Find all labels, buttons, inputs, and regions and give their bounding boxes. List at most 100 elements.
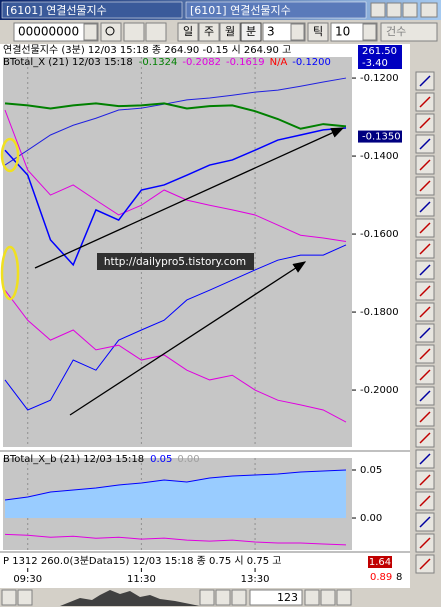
tool-icon xyxy=(419,411,431,423)
legend-value: 0.00 xyxy=(177,454,199,465)
tool-icon xyxy=(419,432,431,444)
tool-icon xyxy=(419,180,431,192)
tool-icon xyxy=(419,264,431,276)
tool-icon xyxy=(419,159,431,171)
series-line xyxy=(4,102,347,130)
tool-icon xyxy=(419,516,431,528)
y-tick-label: 0.05 xyxy=(360,465,382,476)
side-value: 8 xyxy=(396,572,402,583)
period-button-label: 월 xyxy=(225,25,235,38)
tool-icon xyxy=(419,390,431,402)
series-line xyxy=(4,127,347,267)
mode-value: 건수 xyxy=(386,25,406,38)
tool-icon xyxy=(419,138,431,150)
scroll-button[interactable] xyxy=(1,589,17,606)
y-tick-label: 0.00 xyxy=(360,513,382,524)
legend-value: 0.05 xyxy=(150,454,172,465)
zoom-button[interactable] xyxy=(336,589,352,606)
x-tick-label: 11:30 xyxy=(127,574,156,585)
volume-preview xyxy=(60,590,200,606)
zoom-button[interactable] xyxy=(320,589,336,606)
tab-label: [6101] 연결선물지수 xyxy=(6,4,107,17)
y-tick-label: -0.1800 xyxy=(360,307,399,318)
tool-icon xyxy=(419,285,431,297)
tool-icon xyxy=(419,117,431,129)
axis-marker-box xyxy=(358,130,402,143)
highlight-ellipse xyxy=(0,245,20,301)
tab[interactable] xyxy=(185,1,367,19)
legend-value: -0.2082 xyxy=(182,57,221,68)
scroll-button[interactable] xyxy=(17,589,33,606)
tick-button[interactable] xyxy=(307,22,329,42)
high-value: 1.64 xyxy=(369,557,391,568)
footer-info: P 1312 260.0(3분Data15) 12/03 15:18 종 0.7… xyxy=(3,555,281,567)
scroll-button[interactable] xyxy=(199,589,215,606)
period-button[interactable] xyxy=(219,22,241,42)
search-button[interactable] xyxy=(100,22,122,42)
x-tick-label: 13:30 xyxy=(241,574,270,585)
tool-icon xyxy=(419,201,431,213)
x-tick-label: 09:30 xyxy=(13,574,42,585)
axis-marker-label: 261.50 xyxy=(362,46,397,57)
indicator-title: BTotal_X (21) 12/03 15:18 xyxy=(3,57,133,68)
close-button[interactable] xyxy=(420,2,438,18)
tool-icon xyxy=(419,222,431,234)
period-button[interactable] xyxy=(240,22,262,42)
period-button-label: 일 xyxy=(183,24,193,38)
restore-button[interactable] xyxy=(386,2,402,18)
y-tick-label: -0.1600 xyxy=(360,229,399,240)
scroll-button[interactable] xyxy=(231,589,247,606)
period-button[interactable] xyxy=(177,22,199,42)
price-header: 연결선물지수 (3분) 12/03 15:18 종 264.90 -0.15 시… xyxy=(3,44,291,56)
mode-select[interactable] xyxy=(380,22,438,42)
tool-icon xyxy=(419,327,431,339)
nav-button[interactable] xyxy=(145,22,167,42)
axis-marker-label: -0.1350 xyxy=(362,132,401,143)
scroll-input[interactable] xyxy=(249,589,303,606)
series-line xyxy=(4,244,347,411)
nav-button[interactable] xyxy=(123,22,145,42)
period-button-label: 분 xyxy=(246,25,256,38)
area xyxy=(5,470,346,519)
legend-value: -0.1619 xyxy=(226,57,265,68)
annotations: http://dailypro5.tistory.com xyxy=(0,127,345,416)
period-button[interactable] xyxy=(198,22,220,42)
tool-icon xyxy=(419,306,431,318)
maximize-button[interactable] xyxy=(402,2,418,18)
y-tick-label: -0.1400 xyxy=(360,151,399,162)
axis-marker-box xyxy=(358,45,402,57)
search-icon xyxy=(105,26,115,36)
tick-button-label: 틱 xyxy=(313,25,323,38)
code-input[interactable] xyxy=(13,22,99,42)
count-value: 10 xyxy=(335,25,350,39)
tool-icon xyxy=(419,369,431,381)
tab[interactable] xyxy=(1,1,183,19)
indicator-title: BTotal_X_b (21) 12/03 15:18 xyxy=(3,454,144,465)
watermark: http://dailypro5.tistory.com xyxy=(104,256,246,268)
plots: BTotal_X (21) 12/03 15:18 -0.1324 -0.2082-… xyxy=(3,45,435,585)
period-dropdown[interactable] xyxy=(290,23,305,41)
count-dropdown[interactable] xyxy=(362,23,377,41)
trend-arrow xyxy=(34,127,345,269)
code-dropdown[interactable] xyxy=(83,23,98,41)
high-box xyxy=(368,556,392,568)
axis-marker-label: -3.40 xyxy=(362,58,388,69)
zoom-button[interactable] xyxy=(304,589,320,606)
tool-icon xyxy=(419,474,431,486)
axis-marker-box xyxy=(358,57,402,69)
scroll-value: 123 xyxy=(277,591,298,604)
minimize-button[interactable] xyxy=(370,2,386,18)
series-line xyxy=(4,109,347,242)
legend-value: -0.1200 xyxy=(292,57,331,68)
tool-icon xyxy=(419,537,431,549)
scroll-button[interactable] xyxy=(215,589,231,606)
series-line xyxy=(4,533,347,546)
tab-label: [6101] 연결선물지수 xyxy=(190,4,291,17)
plot-area xyxy=(3,57,352,447)
highlight-ellipse xyxy=(0,137,20,173)
tool-icon xyxy=(419,96,431,108)
tool-icon xyxy=(419,348,431,360)
period-value: 3 xyxy=(267,25,275,39)
